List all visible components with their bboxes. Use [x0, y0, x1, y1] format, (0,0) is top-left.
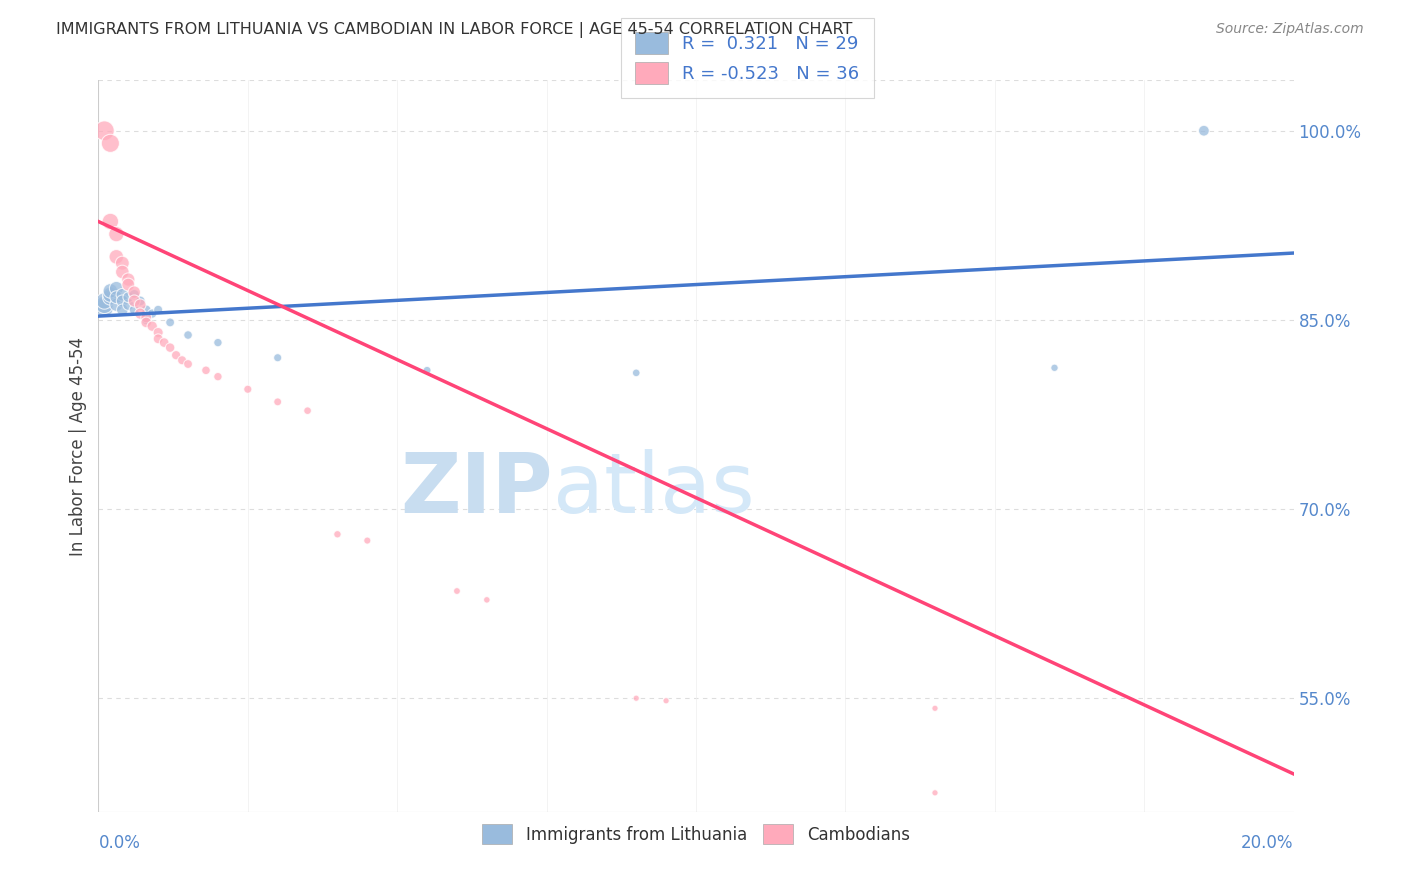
Point — [626, 366, 648, 380]
Point — [655, 694, 678, 708]
Point — [124, 285, 146, 300]
Point — [105, 281, 128, 295]
Point — [93, 300, 115, 314]
Point — [297, 403, 319, 417]
Point — [267, 395, 290, 409]
Text: IMMIGRANTS FROM LITHUANIA VS CAMBODIAN IN LABOR FORCE | AGE 45-54 CORRELATION CH: IMMIGRANTS FROM LITHUANIA VS CAMBODIAN I… — [56, 22, 852, 38]
Text: 20.0%: 20.0% — [1241, 834, 1294, 853]
Point — [267, 351, 290, 365]
Point — [626, 691, 648, 706]
Point — [148, 302, 170, 317]
Point — [135, 310, 157, 325]
Point — [1192, 124, 1215, 138]
Point — [1043, 360, 1066, 375]
Point — [159, 315, 181, 329]
Point — [165, 348, 187, 362]
Point — [111, 287, 134, 301]
Point — [475, 592, 498, 607]
Text: Source: ZipAtlas.com: Source: ZipAtlas.com — [1216, 22, 1364, 37]
Text: 0.0%: 0.0% — [98, 834, 141, 853]
Point — [141, 319, 163, 334]
Point — [117, 277, 139, 292]
Point — [129, 307, 152, 321]
Point — [129, 293, 152, 308]
Point — [177, 328, 200, 343]
Point — [207, 369, 229, 384]
Point — [117, 298, 139, 312]
Point — [159, 341, 181, 355]
Point — [177, 357, 200, 371]
Point — [135, 302, 157, 317]
Point — [153, 335, 176, 350]
Point — [148, 332, 170, 346]
Text: atlas: atlas — [553, 450, 754, 531]
Point — [172, 353, 194, 368]
Point — [111, 256, 134, 270]
Point — [135, 313, 157, 327]
Point — [105, 227, 128, 241]
Point — [93, 124, 115, 138]
Point — [98, 136, 122, 151]
Point — [98, 214, 122, 228]
Point — [207, 335, 229, 350]
Point — [124, 302, 146, 317]
Point — [924, 786, 946, 800]
Point — [117, 290, 139, 304]
Point — [124, 293, 146, 308]
Point — [105, 290, 128, 304]
Point — [446, 584, 468, 599]
Point — [105, 250, 128, 264]
Point — [105, 298, 128, 312]
Point — [111, 293, 134, 308]
Point — [148, 326, 170, 340]
Point — [195, 363, 218, 377]
Point — [924, 701, 946, 715]
Point — [98, 290, 122, 304]
Point — [98, 284, 122, 298]
Point — [93, 293, 115, 308]
Y-axis label: In Labor Force | Age 45-54: In Labor Force | Age 45-54 — [69, 336, 87, 556]
Point — [111, 265, 134, 279]
Legend: Immigrants from Lithuania, Cambodians: Immigrants from Lithuania, Cambodians — [475, 817, 917, 851]
Point — [135, 315, 157, 329]
Point — [98, 287, 122, 301]
Point — [416, 363, 439, 377]
Text: ZIP: ZIP — [401, 450, 553, 531]
Point — [111, 302, 134, 317]
Point — [236, 382, 259, 396]
Point — [117, 272, 139, 286]
Point — [141, 307, 163, 321]
Point — [124, 287, 146, 301]
Point — [93, 298, 115, 312]
Point — [326, 527, 349, 541]
Point — [129, 298, 152, 312]
Point — [356, 533, 378, 548]
